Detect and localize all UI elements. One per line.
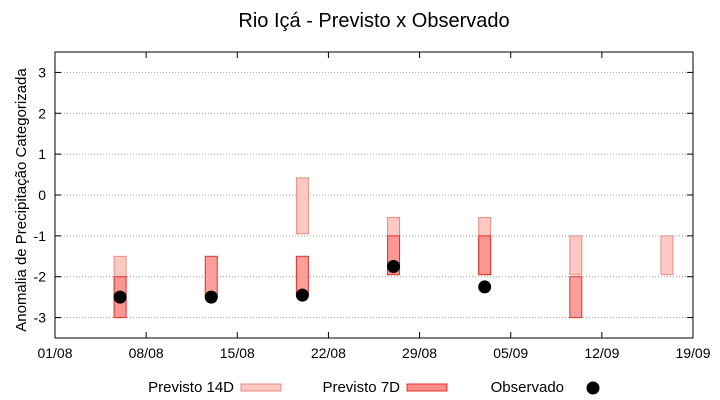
y-tick-label: 3 — [38, 64, 46, 80]
y-tick-label: -3 — [34, 310, 47, 326]
legend-label-previsto-14d: Previsto 14D — [148, 379, 234, 396]
previsto-14d-bar — [569, 235, 583, 276]
x-tick-label: 08/08 — [129, 345, 164, 361]
legend-swatch-previsto-14d — [240, 383, 282, 392]
legend-label-observado: Observado — [491, 379, 564, 396]
previsto-7d-bar — [478, 235, 492, 276]
grid — [55, 71, 693, 319]
previsto-7d-bar — [569, 276, 583, 319]
y-tick-label: 2 — [38, 105, 46, 121]
x-tick-label: 22/08 — [311, 345, 346, 361]
observado-point — [204, 290, 218, 304]
previsto-14d-bar — [295, 177, 309, 235]
y-tick-label: -2 — [34, 269, 47, 285]
x-tick-label: 01/08 — [37, 345, 72, 361]
previsto-14d-bar — [660, 235, 674, 276]
x-tick-label: 12/09 — [584, 345, 619, 361]
observado-point — [113, 290, 127, 304]
y-axis: -3 -2 -1 0 1 2 3 — [34, 64, 693, 326]
legend-swatch-previsto-7d — [406, 383, 448, 392]
y-tick-label: 0 — [38, 187, 46, 203]
y-axis-label: Anomalia de Precipitação Categorizada — [13, 68, 30, 332]
x-tick-label: 05/09 — [493, 345, 528, 361]
legend-label-previsto-7d: Previsto 7D — [322, 379, 400, 396]
x-tick-label: 19/09 — [675, 345, 710, 361]
legend-marker-observado — [586, 381, 600, 395]
x-tick-label: 15/08 — [220, 345, 255, 361]
x-axis: 01/08 08/08 15/08 22/08 29/08 05/09 12/09 19/09 — [37, 52, 711, 361]
y-tick-label: 1 — [38, 146, 46, 162]
chart-title: Rio Içá - Previsto x Observado — [238, 10, 509, 32]
y-tick-label: -1 — [34, 228, 47, 244]
observado-point — [387, 260, 401, 273]
observado-point — [295, 288, 309, 302]
observado-point — [478, 280, 492, 294]
x-tick-label: 29/08 — [402, 345, 437, 361]
series-observado — [113, 260, 492, 304]
legend: Previsto 14D Previsto 7D Observado — [148, 379, 600, 396]
